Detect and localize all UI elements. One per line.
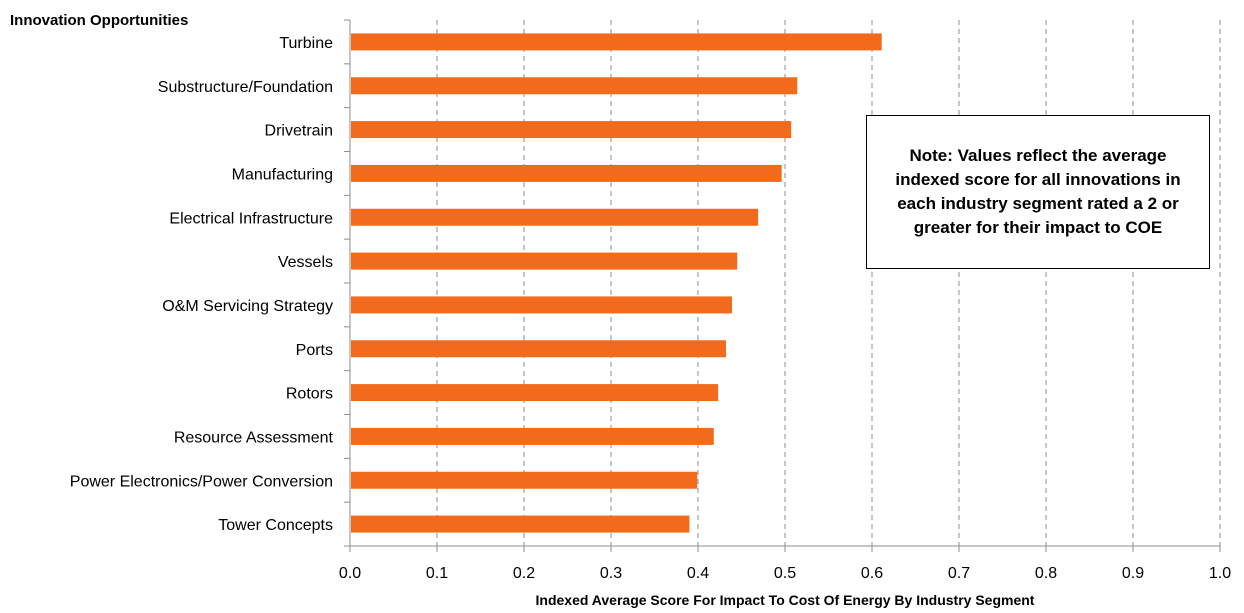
category-label: O&M Servicing Strategy: [162, 298, 333, 315]
bar: [351, 384, 719, 402]
axes: [344, 19, 1221, 552]
category-labels: Turbine Substructure/Foundation Drivetrain…: [70, 35, 334, 534]
x-tick-label: 0.5: [774, 565, 796, 582]
note-annotation: Note: Values reflect the average indexed…: [866, 115, 1210, 269]
x-tick-label: 0.8: [1035, 565, 1057, 582]
x-tick-label: 0.7: [948, 565, 970, 582]
bar: [351, 164, 782, 182]
bar: [351, 296, 733, 314]
x-axis-label: Indexed Average Score For Impact To Cost…: [536, 592, 1035, 608]
tick-labels: 0.0 0.1 0.2 0.3 0.4 0.5 0.6 0.7 0.8 0.9 1.0: [339, 565, 1231, 582]
x-tick-label: 0.9: [1122, 565, 1144, 582]
category-label: Vessels: [278, 254, 333, 271]
category-label: Resource Assessment: [174, 429, 334, 446]
bar: [351, 33, 882, 51]
category-label: Manufacturing: [232, 166, 333, 183]
category-label: Turbine: [279, 35, 333, 52]
x-tick-label: 0.6: [861, 565, 883, 582]
chart-title: Innovation Opportunities: [10, 12, 188, 29]
x-tick-label: 0.4: [687, 565, 709, 582]
category-label: Power Electronics/Power Conversion: [70, 473, 333, 490]
category-label: Rotors: [286, 386, 333, 403]
category-label: Tower Concepts: [218, 517, 333, 534]
x-tick-label: 0.3: [600, 565, 622, 582]
category-label: Substructure/Foundation: [158, 79, 333, 96]
bar: [351, 471, 698, 489]
bars: [351, 33, 882, 533]
bar: [351, 427, 714, 445]
x-tick-label: 0.1: [426, 565, 448, 582]
category-label: Drivetrain: [265, 123, 333, 140]
bar: [351, 121, 792, 139]
bar: [351, 208, 759, 226]
x-tick-label: 0.0: [339, 565, 361, 582]
bar: [351, 252, 738, 270]
category-label: Ports: [296, 342, 333, 359]
gridlines: [436, 20, 1221, 546]
category-label: Electrical Infrastructure: [169, 210, 333, 227]
bar: [351, 340, 726, 358]
bar: [351, 77, 798, 95]
x-tick-label: 1.0: [1209, 565, 1231, 582]
bar: [351, 515, 690, 533]
x-tick-label: 0.2: [513, 565, 535, 582]
